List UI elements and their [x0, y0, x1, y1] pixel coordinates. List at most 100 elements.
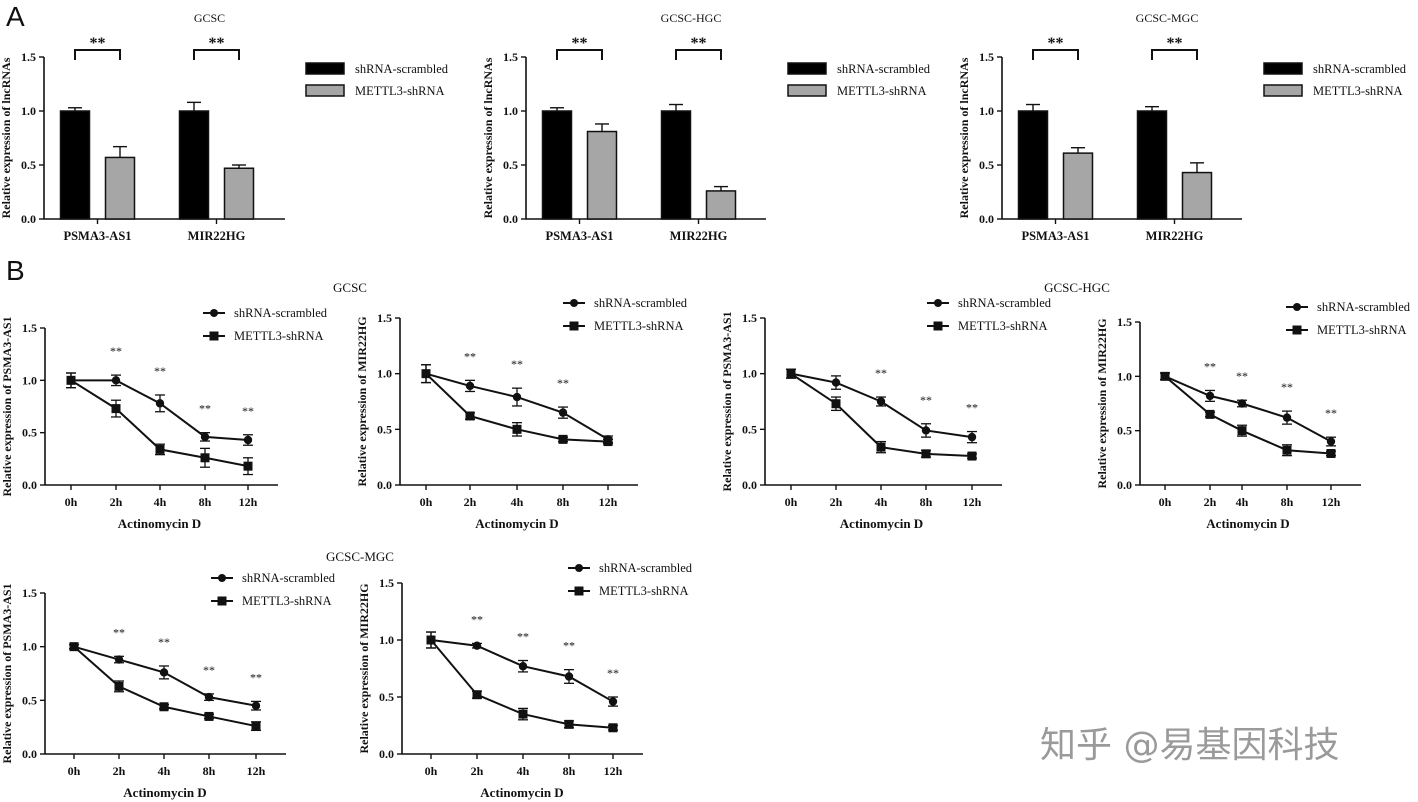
y-tick-label: 0.5 — [22, 426, 37, 440]
legend-label: shRNA-scrambled — [1317, 300, 1411, 314]
chart-3: 0.0 0.5 1.0 1.5 Relative expression of PSMA3… — [0, 306, 328, 531]
data-point — [1205, 391, 1215, 401]
significance-label: ** — [250, 670, 262, 684]
x-axis-label: Actinomycin D — [480, 785, 563, 800]
legend-swatch — [305, 84, 345, 97]
data-point — [512, 392, 522, 402]
data-point — [200, 432, 210, 442]
y-tick-label: 0.5 — [379, 690, 394, 704]
x-tick-label: 2h — [110, 495, 123, 509]
y-tick-label: 1.0 — [21, 104, 36, 118]
data-point — [111, 376, 121, 385]
data-point — [155, 444, 165, 454]
x-tick-label: 2h — [1204, 495, 1217, 509]
data-point — [558, 434, 568, 444]
x-tick-label: 4h — [1236, 495, 1249, 509]
data-point — [967, 432, 977, 442]
significance-label: ** — [209, 35, 225, 52]
x-tick-label: 4h — [158, 764, 171, 778]
legend-label: METTL3-shRNA — [234, 329, 324, 343]
y-tick-label: 1.5 — [21, 50, 36, 64]
legend-label: METTL3-shRNA — [837, 84, 927, 98]
x-tick-label: PSMA3-AS1 — [545, 229, 613, 243]
group-title-gcsc-hgc: GCSC-HGC — [1044, 280, 1110, 295]
significance-label: ** — [691, 35, 707, 52]
data-point — [1205, 409, 1215, 419]
significance-label: ** — [1325, 406, 1337, 420]
bar-mettl3-shrna — [586, 130, 618, 220]
group-title-gcsc-mgc: GCSC-MGC — [326, 549, 394, 564]
chart-title: GCSC-HGC — [661, 11, 722, 25]
x-tick-label: 2h — [464, 495, 477, 509]
legend-marker — [934, 299, 942, 307]
x-tick-label: 8h — [557, 495, 570, 509]
legend-swatch — [1263, 62, 1303, 75]
significance-label: ** — [471, 612, 483, 626]
significance-label: ** — [1204, 359, 1216, 373]
significance-label: ** — [1167, 35, 1183, 52]
y-tick-label: 0.5 — [503, 158, 518, 172]
y-tick-label: 0.0 — [22, 478, 37, 492]
y-tick-label: 0.0 — [377, 478, 392, 492]
legend-swatch — [305, 62, 345, 75]
y-tick-label: 0.5 — [1117, 424, 1132, 438]
x-tick-label: 8h — [203, 764, 216, 778]
data-point — [608, 697, 618, 706]
significance-label: ** — [511, 357, 523, 371]
legend-marker — [575, 564, 583, 572]
y-tick-label: 1.0 — [1117, 369, 1132, 383]
y-tick-label: 1.5 — [22, 321, 37, 335]
significance-bracket — [675, 49, 722, 60]
data-point — [426, 635, 436, 645]
chart-2: 0.0 0.5 1.0 1.5 Relative expression of lncRN… — [957, 11, 1407, 243]
data-point — [111, 404, 121, 414]
chart-7: 0.0 0.5 1.0 1.5 Relative expression of PSMA3… — [0, 571, 336, 800]
watermark: 知乎 @易基因科技 — [1040, 725, 1339, 766]
significance-label: ** — [90, 35, 106, 52]
significance-label: ** — [607, 666, 619, 680]
significance-label: ** — [1281, 380, 1293, 394]
legend-marker — [209, 331, 219, 341]
y-tick-label: 1.5 — [377, 311, 392, 325]
x-axis-label: Actinomycin D — [840, 516, 923, 531]
significance-label: ** — [242, 404, 254, 418]
data-point — [243, 435, 253, 445]
chart-title: GCSC-MGC — [1136, 11, 1199, 25]
bar-mettl3-shrna — [104, 156, 136, 220]
y-tick-label: 1.0 — [742, 367, 757, 381]
legend-label: shRNA-scrambled — [355, 62, 449, 76]
data-point — [876, 397, 886, 406]
y-tick-label: 1.5 — [379, 576, 394, 590]
legend-label: METTL3-shRNA — [355, 84, 445, 98]
legend-label: METTL3-shRNA — [1317, 323, 1407, 337]
significance-label: ** — [920, 393, 932, 407]
data-point — [472, 690, 482, 700]
legend-label: shRNA-scrambled — [599, 561, 693, 575]
y-tick-label: 1.0 — [503, 104, 518, 118]
x-tick-label: PSMA3-AS1 — [1021, 229, 1089, 243]
data-point — [114, 681, 124, 691]
bar-shrna-scrambled — [541, 110, 573, 220]
legend-marker — [210, 309, 218, 317]
x-tick-label: MIR22HG — [670, 229, 728, 243]
legend-label: shRNA-scrambled — [837, 62, 931, 76]
data-point — [564, 719, 574, 729]
significance-label: ** — [110, 344, 122, 358]
x-tick-label: MIR22HG — [1146, 229, 1204, 243]
y-tick-label: 1.0 — [379, 633, 394, 647]
x-axis-label: Actinomycin D — [1206, 516, 1289, 531]
data-point — [876, 442, 886, 452]
chart-8: 0.0 0.5 1.0 1.5 Relative expression of MIR22… — [357, 561, 693, 800]
bar-shrna-scrambled — [1136, 110, 1168, 220]
significance-label: ** — [572, 35, 588, 52]
data-point — [204, 692, 214, 702]
data-point — [558, 408, 568, 417]
legend-swatch — [1263, 84, 1303, 97]
data-point — [1237, 426, 1247, 436]
chart-4: 0.0 0.5 1.0 1.5 Relative expression of MIR22… — [355, 296, 688, 531]
data-point — [564, 672, 574, 681]
data-point — [159, 668, 169, 677]
x-tick-label: 2h — [471, 764, 484, 778]
